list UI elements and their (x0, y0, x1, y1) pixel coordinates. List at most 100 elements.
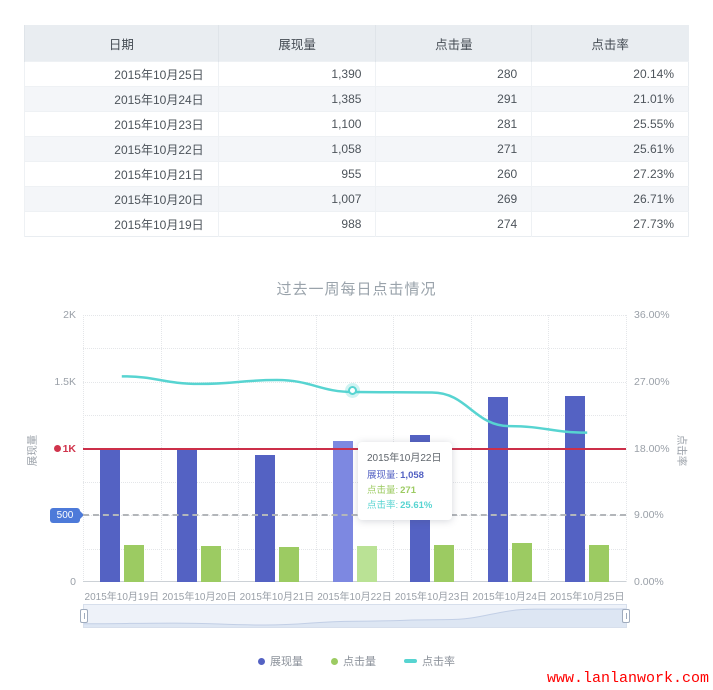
legend-label: 点击率 (422, 656, 455, 668)
y-tick-left: 2K (63, 309, 76, 321)
clicks-trend-chart: 过去一周每日点击情况 展现量 点击率 2015年10月22日 展现量: 1,058… (0, 270, 713, 690)
ctr-line-path[interactable] (121, 375, 588, 434)
datazoom-shadow-line (83, 608, 627, 626)
cell-impressions: 955 (217, 161, 376, 187)
h-gridline (83, 481, 626, 483)
markline-500 (83, 514, 626, 517)
x-axis-label: 2015年10月24日 (472, 592, 547, 603)
tooltip-impressions: 展现量: 1,058 (367, 470, 424, 481)
legend-dot-icon (258, 657, 265, 665)
h-gridline (83, 315, 626, 316)
x-axis-label: 2015年10月21日 (239, 592, 315, 603)
table-row: 2015年10月20日 1,007 269 26.71% (24, 186, 689, 212)
cell-clicks: 291 (375, 86, 532, 112)
v-gridline (626, 315, 627, 582)
y-tick-left: 1K (20, 442, 76, 456)
bar-impressions[interactable] (487, 397, 508, 582)
cell-date: 2015年10月19日 (24, 211, 219, 237)
bar-clicks[interactable] (511, 543, 532, 582)
cell-impressions: 1,058 (217, 136, 376, 162)
chart-title: 过去一周每日点击情况 (276, 281, 437, 298)
x-axis-label: 2015年10月20日 (162, 592, 237, 603)
y-tick-right: 0.00% (634, 576, 664, 588)
bar-clicks[interactable] (201, 546, 222, 582)
daily-stats-table: 日期 展现量 点击量 点击率 2015年10月25日 1,390 280 20.… (24, 25, 689, 237)
bar-clicks[interactable] (123, 545, 144, 582)
cell-impressions: 1,390 (217, 61, 376, 87)
cell-ctr: 26.71% (531, 186, 689, 212)
legend-item-点击量[interactable]: 点击量 (331, 653, 376, 669)
cell-ctr: 25.55% (531, 111, 689, 137)
legend-dot-icon (331, 657, 338, 665)
cell-clicks: 281 (375, 111, 532, 137)
table-header: 日期 展现量 点击量 点击率 (24, 25, 689, 62)
x-axis-line (83, 581, 626, 582)
y-tick-right: 36.00% (634, 309, 670, 321)
legend-label: 点击量 (343, 656, 376, 668)
cell-ctr: 21.01% (531, 86, 689, 112)
y-tick-left: 1.5K (54, 375, 76, 388)
cell-ctr: 25.61% (531, 136, 689, 162)
cell-clicks: 271 (375, 136, 532, 162)
table-row: 2015年10月23日 1,100 281 25.55% (24, 111, 689, 137)
x-axis-label: 2015年10月23日 (394, 592, 470, 603)
tooltip-clicks: 点击量: 271 (367, 485, 416, 496)
h-gridline (83, 381, 626, 383)
markline-1K (83, 447, 626, 450)
cell-impressions: 1,385 (217, 86, 376, 112)
cell-impressions: 1,007 (217, 186, 376, 212)
cell-clicks: 280 (375, 61, 532, 87)
bar-clicks[interactable] (278, 547, 299, 582)
ctr-line[interactable] (83, 315, 626, 582)
cell-date: 2015年10月21日 (24, 161, 219, 187)
bar-clicks[interactable] (434, 544, 455, 582)
cell-date: 2015年10月25日 (24, 61, 219, 87)
chart-tooltip: 2015年10月22日 展现量: 1,058 点击量: 271 点击率: 25.61% (358, 442, 452, 520)
legend-label: 展现量 (270, 656, 303, 668)
x-axis-label: 2015年10月22日 (317, 592, 392, 603)
cell-clicks: 274 (375, 211, 532, 237)
bar-impressions[interactable] (332, 440, 353, 582)
table-row: 2015年10月22日 1,058 271 25.61% (24, 136, 689, 162)
h-gridline (83, 548, 626, 550)
col-header-impressions: 展现量 (217, 25, 376, 62)
cell-ctr: 27.23% (531, 161, 689, 187)
legend-item-点击率[interactable]: 点击率 (404, 653, 455, 669)
bar-impressions[interactable] (565, 396, 586, 582)
watermark: www.lanlanwork.com (546, 670, 709, 687)
cell-clicks: 260 (375, 161, 532, 187)
table-row: 2015年10月21日 955 260 27.23% (24, 161, 689, 187)
x-axis-label: 2015年10月19日 (84, 592, 160, 603)
y-tick-right: 27.00% (634, 375, 670, 388)
bar-impressions[interactable] (254, 454, 275, 582)
bar-clicks[interactable] (356, 545, 377, 582)
plot-area (83, 315, 627, 582)
bar-clicks[interactable] (589, 544, 610, 582)
legend-item-展现量[interactable]: 展现量 (258, 653, 303, 669)
datazoom-slider[interactable] (80, 604, 630, 628)
cell-date: 2015年10月20日 (24, 186, 219, 212)
table-row: 2015年10月19日 988 274 27.73% (24, 211, 689, 237)
cell-date: 2015年10月24日 (24, 86, 219, 112)
h-gridline (83, 348, 626, 350)
cell-clicks: 269 (375, 186, 532, 212)
col-header-clicks: 点击量 (375, 25, 532, 62)
cell-date: 2015年10月22日 (24, 136, 219, 162)
x-axis-label: 2015年10月25日 (549, 592, 625, 603)
ctr-point-marker[interactable] (348, 385, 357, 395)
tooltip-ctr: 点击率: 25.61% (367, 500, 433, 511)
datazoom-handle-right[interactable] (622, 609, 630, 623)
cell-impressions: 1,100 (217, 111, 376, 137)
cell-date: 2015年10月23日 (24, 111, 219, 137)
table-row: 2015年10月24日 1,385 291 21.01% (24, 86, 689, 112)
legend-dash-icon (404, 659, 417, 663)
y-tick-left: 500 (50, 507, 84, 523)
tooltip-date: 2015年10月22日 (367, 453, 442, 464)
h-gridline (83, 415, 626, 417)
cell-impressions: 988 (217, 211, 376, 237)
col-header-date: 日期 (24, 25, 219, 62)
y-tick-right: 9.00% (634, 509, 664, 522)
datazoom-data-shadow (84, 609, 626, 627)
datazoom-handle-left[interactable] (80, 609, 88, 623)
